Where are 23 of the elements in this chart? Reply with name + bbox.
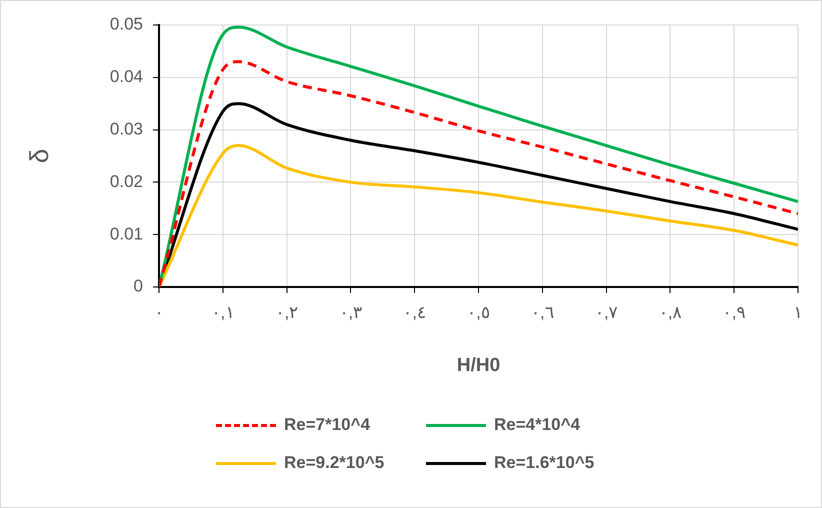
x-tick-label: ٠,٩: [722, 302, 746, 322]
y-tick-label: 0.05: [110, 14, 143, 34]
y-tick-label: 0.01: [110, 224, 143, 244]
legend-label: Re=4*10^4: [494, 415, 580, 435]
y-tick-label: 0.02: [110, 172, 143, 191]
x-tick-label: ٠,٨: [658, 302, 682, 322]
y-axis-title: δ: [24, 148, 54, 164]
x-tick-label: ١: [794, 302, 802, 322]
x-tick-label: ٠,٧: [594, 302, 618, 322]
legend-label: Re=7*10^4: [284, 415, 370, 435]
x-axis-title: H/H0: [456, 354, 500, 376]
legend-label: Re=1.6*10^5: [494, 453, 594, 473]
legend-label: Re=9.2*10^5: [284, 453, 384, 473]
y-tick-label: 0.03: [110, 119, 143, 138]
x-tick-label: ٠,٢: [275, 302, 298, 322]
x-tick-label: ٠,١: [212, 302, 234, 322]
x-tick-label: ٠,٥: [467, 302, 490, 322]
x-tick-label: ٠,٤: [403, 302, 426, 322]
x-tick-label: ٠: [154, 302, 164, 322]
y-tick-label: 0.04: [110, 67, 143, 86]
x-tick-label: ٠,٦: [531, 302, 554, 322]
y-tick-label: 0: [134, 276, 143, 296]
x-tick-label: ٠,٣: [339, 302, 362, 322]
